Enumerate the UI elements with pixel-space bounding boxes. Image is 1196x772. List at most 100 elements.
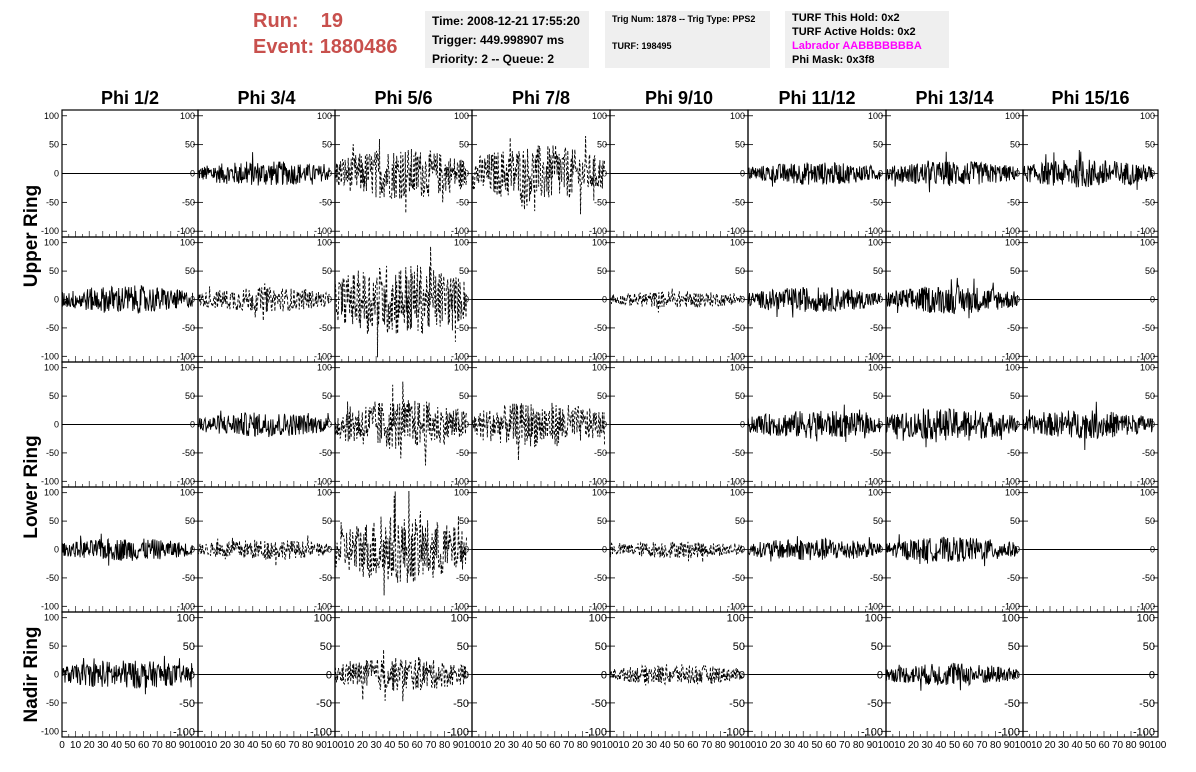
y-tick-label-right: 0 [878,295,883,305]
y-tick-label-right: -100 [865,226,883,236]
turf-count-text: TURF: 198495 [612,41,672,51]
y-tick-label-right: -100 [1137,476,1155,486]
x-tick-label: 20 [1044,740,1056,751]
column-header: Phi 3/4 [237,88,295,108]
y-tick-label-right: -50 [732,197,745,207]
y-tick-label-right: 50 [185,266,195,276]
y-tick-label-right: -100 [1133,726,1155,738]
y-tick-label-right: -100 [1137,351,1155,361]
y-tick-label-right: -100 [314,476,332,486]
x-tick-label: 70 [1112,740,1124,751]
waveform-trace [609,288,743,313]
y-tick-label-right: -50 [1142,448,1155,458]
y-tick-label-right: 50 [459,266,469,276]
time-text: Time: 2008-12-21 17:55:20 [432,14,580,28]
run-label: Run: [253,10,299,32]
y-tick-label-right: 100 [454,238,469,248]
y-tick-label-right: 100 [1005,238,1020,248]
x-tick-label: 50 [811,740,823,751]
waveform-trace [609,541,743,563]
y-tick-label-right: 0 [327,420,332,430]
y-tick-label: 0 [54,169,59,179]
y-tick-label-right: -50 [456,323,469,333]
y-tick-label-right: -100 [451,351,469,361]
trig-info-box: Trig Num: 1878 -- Trig Type: PPS2 TURF: … [605,11,770,68]
x-tick-label: 10 [70,740,82,751]
x-tick-label: 10 [756,740,768,751]
y-tick-label-right: 50 [320,641,332,653]
y-tick-label-right: 100 [180,363,195,373]
x-tick-label: 70 [976,740,988,751]
y-tick-label-right: 100 [317,488,332,498]
y-tick-label-right: -100 [998,726,1020,738]
y-tick-label-right: 0 [1014,670,1020,682]
y-tick-label-right: 50 [322,266,332,276]
x-tick-label: 60 [138,740,150,751]
run-row: Run: 19 [253,8,398,34]
y-tick-label-right: 0 [464,545,469,555]
turf-info-box: TURF This Hold: 0x2 TURF Active Holds: 0… [785,11,949,68]
y-tick-label: 100 [44,238,59,248]
y-tick-label-right: 100 [868,363,883,373]
waveform-trace [197,152,330,186]
y-tick-label: 100 [44,613,59,623]
y-tick-label-right: -50 [1007,573,1020,583]
y-tick-label-right: -50 [594,323,607,333]
y-tick-label-right: 100 [589,613,607,625]
y-tick-label-right: -100 [177,476,195,486]
x-tick-label: 50 [673,740,685,751]
x-tick-label: 20 [220,740,232,751]
y-tick-label-right: 0 [327,295,332,305]
x-tick-label: 70 [152,740,164,751]
x-tick-label: 100 [1150,740,1167,751]
y-tick-label-right: -50 [319,197,332,207]
waveform-trace [334,138,467,214]
x-tick-label: 90 [867,740,879,751]
y-tick-label-right: -50 [870,573,883,583]
labrador-text: Labrador AABBBBBBBA [792,40,922,52]
waveform-trace [334,490,467,596]
x-tick-label: 60 [549,740,561,751]
y-tick-label-right: 100 [180,238,195,248]
y-tick-label-right: 50 [1010,516,1020,526]
y-tick-label-right: -100 [1137,226,1155,236]
waveform-trace [334,246,467,358]
y-tick-label-right: 100 [1140,488,1155,498]
y-tick-label-right: 50 [733,641,745,653]
waveform-trace [1022,149,1154,190]
y-tick-label-right: 50 [1145,266,1155,276]
x-tick-label: 100 [1015,740,1032,751]
x-tick-label: 10 [894,740,906,751]
waveform-trace [197,410,330,438]
y-tick-label-right: -50 [1007,323,1020,333]
x-tick-label: 70 [288,740,300,751]
y-tick-label: -50 [46,197,59,207]
y-tick-label: 0 [54,545,59,555]
column-header: Phi 7/8 [512,88,570,108]
y-tick-label-right: 100 [1005,363,1020,373]
x-tick-label: 30 [784,740,796,751]
x-tick-label: 40 [935,740,947,751]
waveform-trace [197,535,330,567]
y-tick-label-right: -50 [319,323,332,333]
y-tick-label: 50 [49,641,59,651]
y-tick-label-right: 0 [463,670,469,682]
x-tick-label: 70 [563,740,575,751]
x-tick-label: 30 [97,740,109,751]
y-tick-label-right: 100 [1005,111,1020,121]
y-tick-label-right: -100 [447,726,469,738]
column-header: Phi 9/10 [645,88,713,108]
y-tick-label-right: 100 [317,363,332,373]
x-tick-label: 80 [853,740,865,751]
x-tick-label: 70 [839,740,851,751]
waveform-trace [471,135,605,215]
y-tick-label-right: 50 [735,266,745,276]
y-tick-label-right: -100 [589,601,607,611]
column-header: Phi 15/16 [1051,88,1129,108]
y-tick-label-right: 0 [602,169,607,179]
x-tick-label: 60 [1098,740,1110,751]
y-tick-label-right: -50 [182,323,195,333]
run-event-block: Run: 19 Event: 1880486 [253,8,398,60]
y-tick-label-right: 100 [730,238,745,248]
y-tick-label-right: 50 [1145,391,1155,401]
